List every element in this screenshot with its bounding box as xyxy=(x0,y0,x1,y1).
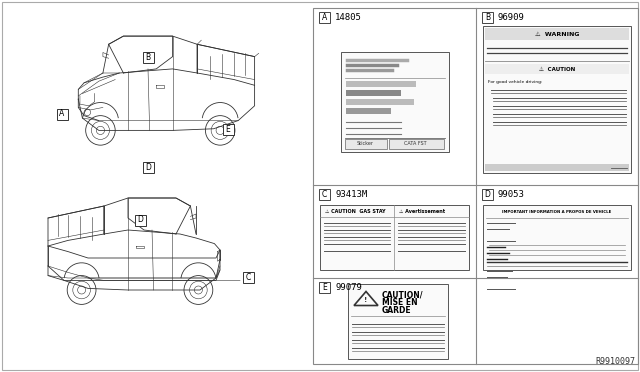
Text: E: E xyxy=(226,125,230,134)
Bar xyxy=(483,26,631,173)
Bar xyxy=(313,8,638,364)
Text: Sticker: Sticker xyxy=(357,141,374,146)
Text: C: C xyxy=(245,273,251,282)
Bar xyxy=(319,189,330,200)
Bar xyxy=(243,272,253,282)
Bar xyxy=(482,12,493,23)
Bar xyxy=(483,205,631,270)
Bar xyxy=(346,80,415,87)
Bar xyxy=(319,12,330,23)
Bar xyxy=(485,164,629,171)
Text: 99053: 99053 xyxy=(498,190,525,199)
Text: R9910097: R9910097 xyxy=(595,357,635,366)
Text: 99079: 99079 xyxy=(335,283,362,292)
Bar xyxy=(348,283,448,359)
Text: GARDE: GARDE xyxy=(382,306,412,315)
Text: A: A xyxy=(322,13,327,22)
Text: A: A xyxy=(60,109,65,119)
Bar xyxy=(485,28,629,40)
Text: IMPORTANT INFORMATION A PROPOS DE VEHICLE: IMPORTANT INFORMATION A PROPOS DE VEHICL… xyxy=(502,210,612,214)
Bar xyxy=(340,51,449,151)
Text: 96909: 96909 xyxy=(498,13,525,22)
Bar xyxy=(346,108,390,113)
Text: !: ! xyxy=(364,298,367,304)
Bar xyxy=(346,99,413,105)
Text: For good vehicle driving:: For good vehicle driving: xyxy=(488,80,543,84)
Bar xyxy=(143,161,154,173)
Bar xyxy=(344,138,387,148)
Bar xyxy=(134,215,145,225)
Bar xyxy=(482,189,493,200)
Text: E: E xyxy=(322,283,327,292)
Bar xyxy=(485,64,629,74)
Bar xyxy=(223,124,234,135)
Bar xyxy=(319,282,330,293)
Text: 14805: 14805 xyxy=(335,13,362,22)
Bar xyxy=(143,51,154,62)
Text: D: D xyxy=(484,190,490,199)
Text: MISE EN: MISE EN xyxy=(382,298,418,307)
Text: CAUTION/: CAUTION/ xyxy=(382,290,424,299)
Bar xyxy=(346,90,401,96)
Text: D: D xyxy=(145,163,151,171)
Text: ⚠  WARNING: ⚠ WARNING xyxy=(535,32,579,36)
Text: B: B xyxy=(145,52,150,61)
Text: D: D xyxy=(137,215,143,224)
Text: ⚠ CAUTION  GAS STAY: ⚠ CAUTION GAS STAY xyxy=(325,208,386,214)
Bar xyxy=(388,138,444,148)
Text: ⚠ Avertissement: ⚠ Avertissement xyxy=(399,208,445,214)
Text: CATA FST: CATA FST xyxy=(404,141,427,146)
Text: C: C xyxy=(322,190,327,199)
Text: ⚠  CAUTION: ⚠ CAUTION xyxy=(539,67,575,71)
Bar xyxy=(56,109,67,119)
Bar xyxy=(320,205,469,270)
Text: 93413M: 93413M xyxy=(335,190,367,199)
Text: B: B xyxy=(485,13,490,22)
